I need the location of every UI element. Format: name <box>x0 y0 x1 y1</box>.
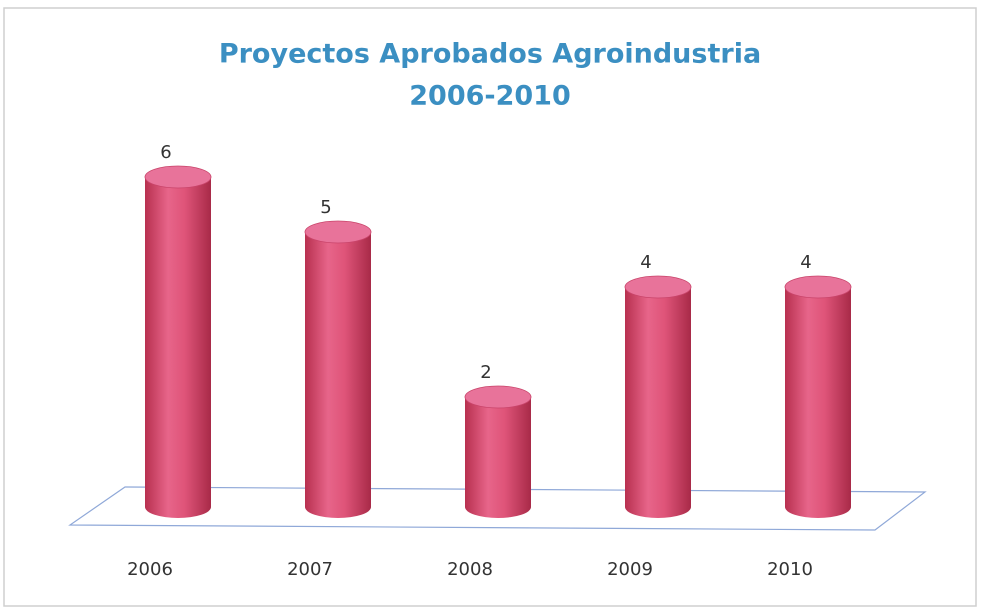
x-tick-label: 2008 <box>447 559 493 580</box>
cylinder-body <box>145 177 211 518</box>
x-tick-label: 2009 <box>607 559 653 580</box>
cylinder-body <box>625 287 691 518</box>
data-label: 6 <box>160 142 171 163</box>
cylinder-body <box>465 397 531 518</box>
cylinder-body <box>785 287 851 518</box>
x-tick-label: 2006 <box>127 559 173 580</box>
cylinder-top <box>304 220 372 244</box>
cylinder-top <box>144 165 212 189</box>
cylinder-top <box>784 275 852 299</box>
cylinder-top <box>464 385 532 409</box>
chart-title: Proyectos Aprobados Agroindustria <box>219 39 761 70</box>
cylinder-body <box>305 232 371 518</box>
chart-title: 2006-2010 <box>409 81 571 112</box>
data-label: 2 <box>480 362 491 383</box>
x-tick-label: 2007 <box>287 559 333 580</box>
cylinder-top <box>624 275 692 299</box>
data-label: 5 <box>320 197 331 218</box>
data-label: 4 <box>800 252 811 273</box>
x-tick-label: 2010 <box>767 559 813 580</box>
data-label: 4 <box>640 252 651 273</box>
